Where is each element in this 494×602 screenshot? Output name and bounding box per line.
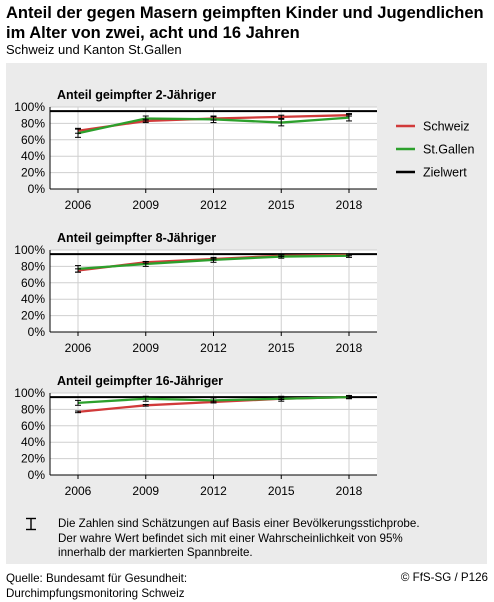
error-bar	[142, 115, 149, 122]
page-title: Anteil der gegen Masern geimpften Kinder…	[6, 4, 484, 42]
y-tick-label: 20%	[21, 452, 45, 466]
legend-label-zielwert: Zielwert	[423, 166, 467, 180]
legend: Schweiz St.Gallen Zielwert	[396, 120, 474, 180]
y-tick-label: 100%	[14, 100, 45, 114]
y-tick-label: 20%	[21, 309, 45, 323]
source-line-1: Quelle: Bundesamt für Gesundheit:	[6, 572, 188, 585]
x-tick-label: 2012	[200, 341, 227, 355]
error-bar	[75, 265, 81, 273]
error-bar	[75, 128, 81, 138]
error-bar	[210, 256, 217, 263]
x-tick-label: 2012	[200, 484, 227, 498]
chart-3: Anteil geimpfter 16-Jähriger 0% 20% 40% 60% 8…	[14, 374, 377, 498]
x-tick-label: 2018	[336, 341, 363, 355]
y-tick-label: 80%	[21, 402, 45, 416]
page-subtitle: Schweiz und Kanton St.Gallen	[6, 42, 182, 57]
error-bar-icon	[26, 517, 36, 531]
error-bar	[346, 253, 352, 258]
y-tick-label: 80%	[21, 116, 45, 130]
error-bar	[278, 395, 285, 402]
y-tick-label: 0%	[28, 182, 46, 196]
y-tick-label: 20%	[21, 166, 45, 180]
y-tick-label: 40%	[21, 435, 45, 449]
chart-1: Anteil geimpfter 2-Jähriger 0% 20% 40% 60% 80…	[14, 88, 377, 212]
x-tick-label: 2015	[268, 198, 295, 212]
footnote-text: Die Zahlen sind Schätzungen auf Basis ei…	[58, 517, 420, 559]
x-tick-label: 2006	[65, 341, 92, 355]
y-tick-label: 100%	[14, 243, 45, 257]
y-tick-label: 40%	[21, 149, 45, 163]
x-tick-label: 2009	[132, 198, 159, 212]
source-note: Quelle: Bundesamt für Gesundheit: Durchi…	[6, 571, 187, 601]
chart-2: Anteil geimpfter 8-Jähriger 0% 20% 40% 60% 80…	[14, 231, 377, 355]
error-bar	[278, 114, 285, 119]
error-bar	[346, 113, 352, 122]
x-tick-label: 2015	[268, 341, 295, 355]
error-bar	[278, 118, 285, 127]
source-line-2: Durchimpfungsmonitoring Schweiz	[6, 587, 185, 600]
y-tick-label: 0%	[28, 325, 46, 339]
legend-label-stgallen: St.Gallen	[423, 143, 474, 157]
x-tick-label: 2006	[65, 198, 92, 212]
chart-title: Anteil geimpfter 8-Jähriger	[57, 231, 216, 245]
y-tick-label: 100%	[14, 386, 45, 400]
chart-title: Anteil geimpfter 2-Jähriger	[57, 88, 216, 102]
y-tick-label: 0%	[28, 468, 46, 482]
x-tick-label: 2018	[336, 484, 363, 498]
y-tick-label: 40%	[21, 292, 45, 306]
error-bar	[210, 397, 217, 404]
error-bar	[75, 410, 81, 414]
error-bar	[142, 403, 149, 407]
x-tick-label: 2009	[132, 484, 159, 498]
error-bar	[142, 395, 149, 402]
error-bar	[346, 394, 352, 400]
error-bar	[210, 115, 217, 124]
y-tick-label: 60%	[21, 419, 45, 433]
y-tick-label: 60%	[21, 133, 45, 147]
y-tick-label: 60%	[21, 276, 45, 290]
legend-label-schweiz: Schweiz	[423, 120, 470, 134]
x-tick-label: 2018	[336, 198, 363, 212]
error-bar	[142, 260, 149, 267]
x-tick-label: 2006	[65, 484, 92, 498]
x-tick-label: 2009	[132, 341, 159, 355]
chart-title: Anteil geimpfter 16-Jähriger	[57, 374, 223, 388]
error-bar	[75, 399, 81, 406]
x-tick-label: 2012	[200, 198, 227, 212]
error-bar	[278, 254, 285, 259]
y-tick-label: 80%	[21, 259, 45, 273]
x-tick-label: 2015	[268, 484, 295, 498]
copyright: © FfS-SG / P126	[400, 571, 488, 584]
